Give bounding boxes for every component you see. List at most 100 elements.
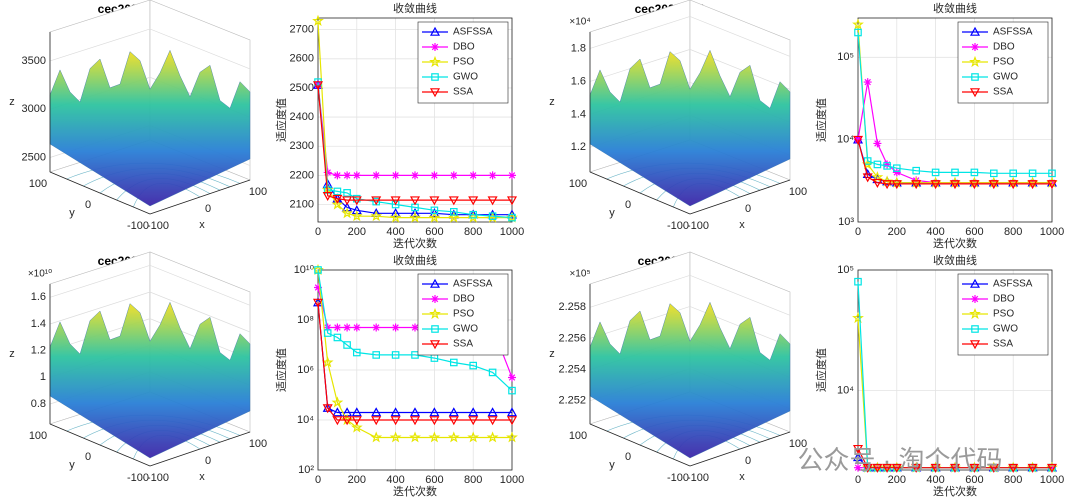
grid-line — [589, 274, 791, 316]
marker — [323, 329, 332, 337]
x-axis — [149, 431, 251, 467]
marker — [341, 207, 354, 219]
marker — [969, 26, 981, 36]
marker — [970, 168, 979, 177]
marker — [343, 189, 351, 197]
watermark: 公众号 · 淘个代码 — [797, 445, 1002, 475]
marker — [323, 323, 332, 332]
x-tick-label: 0 — [745, 203, 751, 215]
legend-label: PSO — [453, 57, 474, 68]
y-tick-label: 2300 — [290, 140, 314, 152]
surface — [589, 49, 791, 207]
x-tick-label: 1000 — [500, 474, 524, 486]
z-tick-label: 1.2 — [31, 345, 46, 357]
marker — [1027, 463, 1038, 473]
z-tick-label: 1.4 — [31, 318, 46, 330]
marker — [430, 171, 439, 180]
marker — [342, 202, 353, 212]
marker — [391, 323, 400, 332]
marker — [468, 407, 479, 417]
x-tick-label: -100 — [147, 472, 169, 484]
marker — [911, 180, 922, 190]
marker — [447, 211, 460, 223]
x-tick-label: 100 — [249, 438, 267, 450]
y-tick-label: 10¹⁰ — [294, 264, 315, 276]
legend-label: PSO — [993, 309, 1014, 320]
marker — [429, 416, 440, 426]
marker — [506, 431, 518, 443]
legend-label: ASFSSA — [453, 279, 493, 290]
marker — [883, 160, 892, 169]
marker — [1027, 180, 1038, 190]
marker — [343, 323, 352, 332]
marker — [468, 416, 479, 426]
marker — [882, 180, 893, 190]
marker — [314, 266, 322, 274]
x-tick-label: 400 — [926, 226, 944, 238]
marker — [989, 169, 998, 178]
marker — [333, 171, 342, 180]
marker — [488, 368, 497, 377]
series-line — [317, 302, 512, 421]
y-axis-label: y — [69, 207, 75, 219]
x-tick-label: 800 — [464, 474, 482, 486]
y-axis-label: 适应度值 — [814, 348, 828, 392]
x-tick-label: 800 — [1004, 474, 1022, 486]
marker — [487, 416, 498, 426]
marker — [429, 196, 440, 206]
marker — [912, 166, 921, 175]
y-tick-label: 100 — [569, 430, 587, 442]
marker — [391, 171, 400, 180]
marker — [372, 171, 381, 180]
z-tick-label: 2.258 — [558, 301, 586, 313]
y-tick-label: 0 — [625, 451, 631, 463]
marker — [430, 206, 439, 215]
marker — [431, 325, 439, 333]
marker — [862, 463, 873, 473]
chart-title: 收敛曲线 — [933, 1, 977, 15]
marker — [971, 295, 979, 303]
y-axis-label: 适应度值 — [274, 348, 288, 392]
marker — [389, 211, 402, 223]
marker — [331, 198, 344, 210]
marker — [342, 196, 353, 206]
legend-label: SSA — [993, 339, 1013, 350]
marker — [469, 171, 478, 180]
grid-line — [49, 291, 251, 333]
x-tick-label: 0 — [205, 203, 211, 215]
marker — [873, 139, 882, 148]
marker — [409, 416, 421, 426]
z-tick-label: 1.8 — [571, 42, 586, 54]
marker — [892, 164, 901, 173]
z-tick-label: 3000 — [22, 103, 46, 115]
marker — [409, 196, 421, 206]
marker — [312, 14, 324, 26]
marker — [969, 278, 981, 288]
marker — [852, 311, 864, 324]
marker — [370, 431, 383, 443]
marker — [391, 200, 400, 209]
marker — [1028, 169, 1037, 178]
marker — [468, 196, 479, 206]
x-axis-label: 迭代次数 — [393, 484, 437, 498]
marker — [988, 463, 999, 473]
marker — [333, 323, 342, 332]
x-tick-label: -100 — [147, 220, 169, 232]
marker — [342, 416, 353, 426]
x-axis-label: x — [739, 219, 745, 231]
marker — [508, 373, 516, 382]
surface — [589, 301, 791, 459]
y-tick-label: 10⁸ — [297, 314, 314, 326]
marker — [312, 298, 324, 308]
legend-label: DBO — [993, 294, 1015, 305]
x-axis — [149, 179, 251, 215]
x-tick-label: 1000 — [500, 226, 524, 238]
legend-label: SSA — [453, 339, 473, 350]
surface — [49, 49, 251, 207]
y-tick-label: 10⁴ — [837, 385, 854, 397]
marker — [411, 323, 419, 332]
marker — [467, 431, 480, 443]
marker — [930, 180, 941, 190]
z-tick-label: 2.256 — [558, 332, 586, 344]
marker — [429, 340, 441, 350]
